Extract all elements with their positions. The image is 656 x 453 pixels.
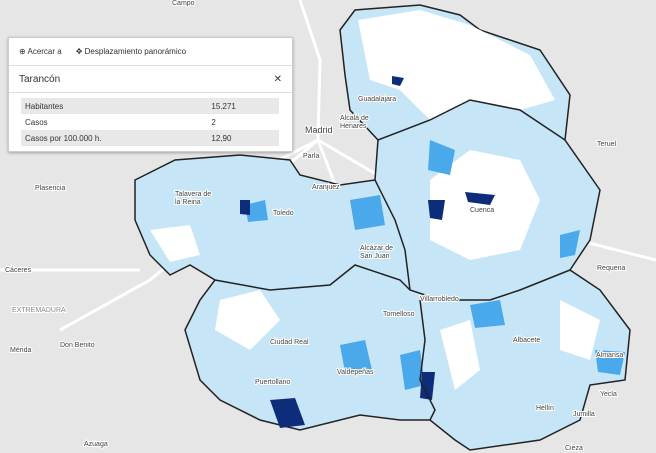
- cell-value: 2: [211, 117, 216, 127]
- close-button[interactable]: ✕: [273, 73, 282, 85]
- high-areas: [240, 76, 495, 428]
- place-label: Valdepeñas: [337, 369, 374, 376]
- pan-button[interactable]: ✥ Desplazamiento panorámico: [75, 47, 187, 56]
- cell-label: Casos por 100.000 h.: [21, 130, 208, 146]
- zoom-label: Acercar a: [27, 47, 62, 56]
- popup-header: Tarancón ✕: [9, 66, 292, 93]
- place-label: Hellín: [536, 405, 554, 412]
- place-label: Jumilla: [573, 411, 595, 418]
- place-label: Alcázar de San Juan: [360, 245, 393, 260]
- toolbar: ⊕ Acercar a ✥ Desplazamiento panorámico: [9, 38, 292, 66]
- place-label: Toledo: [273, 210, 294, 217]
- pan-label: Desplazamiento panorámico: [84, 47, 187, 56]
- place-label: Cuenca: [470, 207, 494, 214]
- place-label: Madrid: [305, 125, 333, 135]
- cell-label: Habitantes: [21, 98, 208, 114]
- mid-areas: [245, 140, 625, 390]
- place-label: Campo: [172, 0, 195, 7]
- place-label: Talavera de la Reina: [175, 191, 211, 206]
- place-label: Ciudad Real: [270, 339, 309, 346]
- place-label: Aranjuez: [312, 184, 340, 191]
- place-label: Teruel: [597, 141, 617, 148]
- place-label: Guadalajara: [358, 96, 396, 103]
- place-label: Parla: [303, 153, 319, 160]
- cell-value: 12,90: [207, 130, 279, 146]
- place-label: Requena: [597, 265, 626, 272]
- place-label: Plasencia: [35, 185, 65, 192]
- zoom-button[interactable]: ⊕ Acercar a: [19, 47, 62, 56]
- table-row: Casos por 100.000 h. 12,90: [21, 130, 279, 146]
- place-label: Alcalá de Henares: [340, 115, 369, 130]
- place-label: Puertollano: [255, 379, 291, 386]
- table-row: Habitantes 15.271: [21, 98, 279, 114]
- popup-title: Tarancón: [19, 73, 61, 85]
- place-label: Almansa: [596, 352, 623, 359]
- table-row: Casos 2: [21, 114, 279, 130]
- cell-value: 15.271: [207, 98, 279, 114]
- place-label: Don Benito: [60, 342, 95, 349]
- place-label: Mérida: [10, 347, 32, 354]
- place-label: Tomelloso: [383, 311, 415, 318]
- province-borders: [214, 99, 571, 421]
- place-label: Cáceres: [5, 267, 32, 274]
- place-label: EXTREMADURA: [12, 307, 66, 314]
- place-label: Azuaga: [84, 441, 108, 448]
- place-label: Villarrobledo: [420, 296, 459, 303]
- popup: ⊕ Acercar a ✥ Desplazamiento panorámico …: [8, 37, 293, 152]
- low-areas: [150, 10, 600, 390]
- cell-label: Casos: [25, 117, 48, 127]
- attribute-table: Habitantes 15.271 Casos 2 Casos por 100.000 …: [21, 98, 279, 146]
- place-label: Albacete: [513, 337, 540, 344]
- place-label: Cieza: [565, 445, 583, 452]
- place-label: Yecla: [600, 391, 617, 398]
